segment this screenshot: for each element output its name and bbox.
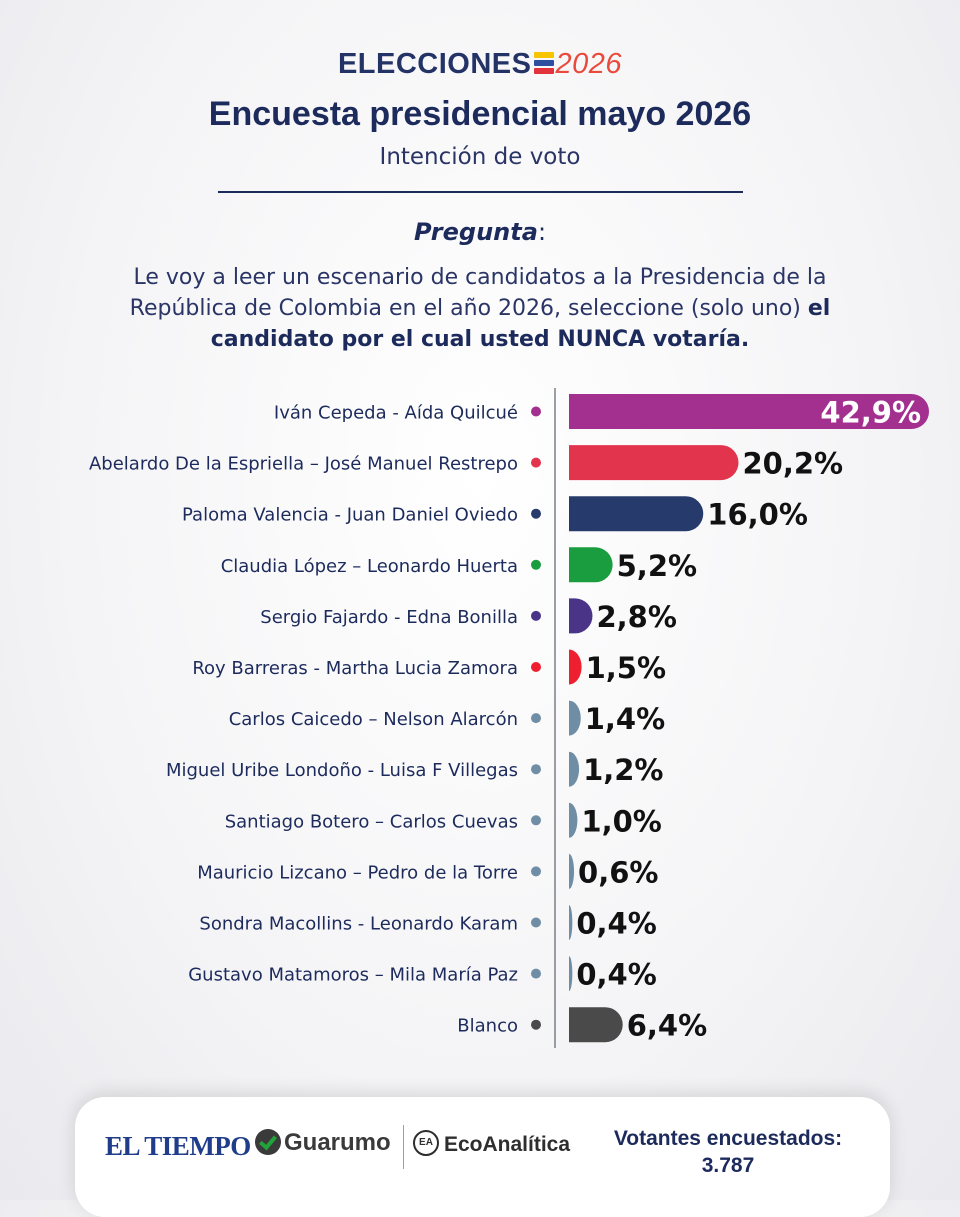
bar [569, 649, 582, 685]
bar [569, 1007, 623, 1043]
elecciones-logo: ELECCIONES 2026 [0, 48, 960, 81]
data-label: 5,2% [617, 549, 697, 583]
category-label: Carlos Caicedo – Nelson Alarcón [229, 709, 518, 730]
category-dot [531, 406, 541, 417]
page-subtitle: Intención de voto [379, 144, 581, 170]
data-label: 1,4% [585, 702, 665, 736]
bar [569, 700, 581, 736]
bar [569, 751, 580, 787]
voters-summary: Votantes encuestados: 3.787 [583, 1125, 873, 1179]
bar [569, 496, 704, 532]
category-dot [531, 917, 541, 928]
question-heading-text: Pregunta [413, 218, 538, 246]
data-label: 20,2% [743, 447, 844, 481]
data-label: 16,0% [707, 498, 808, 532]
category-dot [531, 662, 541, 672]
data-label: 0,4% [576, 958, 656, 992]
bar [569, 802, 578, 838]
bar [569, 598, 593, 634]
logo-prefix: ELECCIONES [337, 48, 532, 80]
category-dot [531, 815, 541, 826]
category-label: Claudia López – Leonardo Huerta [221, 556, 518, 577]
bar [569, 547, 613, 583]
category-label: Abelardo De la Espriella – José Manuel R… [89, 454, 518, 475]
footer-card: EL TIEMPO Guarumo EA EcoAnalítica Votante… [75, 1097, 890, 1217]
category-dot [531, 508, 541, 519]
bar [569, 905, 573, 940]
data-label: 0,6% [578, 855, 658, 889]
ecoanalitica-icon: EA [413, 1130, 439, 1157]
bar [569, 853, 575, 889]
el-tiempo-logo: EL TIEMPO [105, 1131, 251, 1161]
category-label: Paloma Valencia - Juan Daniel Oviedo [182, 505, 518, 526]
ecoanalitica-logo: EA EcoAnalítica [413, 1130, 571, 1157]
guarumo-logo: Guarumo [255, 1128, 391, 1157]
category-dot [531, 713, 541, 724]
colombia-flag-icon [533, 51, 554, 74]
question-emphasis: el candidato por el cual usted NUNCA vot… [210, 296, 831, 352]
question-heading-colon: : [537, 218, 547, 246]
voters-label: Votantes encuestados: [613, 1127, 843, 1150]
category-label: Iván Cepeda - Aída Quilcué [274, 403, 518, 424]
question-heading: Pregunta: [0, 218, 960, 246]
category-label: Sergio Fajardo - Edna Bonilla [260, 607, 518, 628]
data-label: 2,8% [596, 600, 676, 634]
category-dot [531, 559, 541, 570]
data-label: 0,4% [576, 907, 656, 941]
ecoanalitica-logo-text: EcoAnalítica [444, 1133, 571, 1156]
data-label: 1,0% [581, 804, 661, 838]
data-label: 1,5% [586, 651, 666, 685]
guarumo-check-icon [255, 1128, 281, 1155]
question-text: Le voy a leer un escenario de candidatos… [110, 262, 850, 355]
question-body: Le voy a leer un escenario de candidatos… [129, 265, 827, 321]
category-label: Santiago Botero – Carlos Cuevas [225, 811, 518, 832]
bar [569, 394, 930, 429]
category-label: Roy Barreras - Martha Lucia Zamora [192, 658, 518, 679]
title-divider [218, 191, 743, 193]
bar [569, 445, 739, 481]
logo-divider [403, 1125, 404, 1169]
category-dot [531, 866, 541, 877]
category-dot [531, 610, 541, 621]
logo-year: 2026 [555, 48, 623, 80]
bar-chart: Iván Cepeda - Aída Quilcué 42,9% Abelardo … [89, 388, 930, 1048]
category-label: Sondra Macollins - Leonardo Karam [199, 914, 518, 935]
data-label: 1,2% [583, 753, 663, 787]
category-label: Blanco [457, 1016, 518, 1037]
voters-value: 3.787 [701, 1154, 755, 1177]
category-dot [531, 968, 541, 979]
data-label: 42,9% [820, 396, 921, 430]
category-label: Gustavo Matamoros – Mila María Paz [188, 965, 518, 986]
data-label: 6,4% [627, 1009, 707, 1043]
page-title: Encuesta presidencial mayo 2026 [208, 95, 752, 133]
bar [569, 956, 573, 992]
category-dot [531, 457, 541, 468]
category-label: Miguel Uribe Londoño - Luisa F Villegas [166, 760, 518, 781]
category-dot [531, 764, 541, 775]
category-label: Mauricio Lizcano – Pedro de la Torre [197, 862, 518, 883]
guarumo-logo-text: Guarumo [284, 1129, 391, 1156]
category-dot [531, 1019, 541, 1030]
